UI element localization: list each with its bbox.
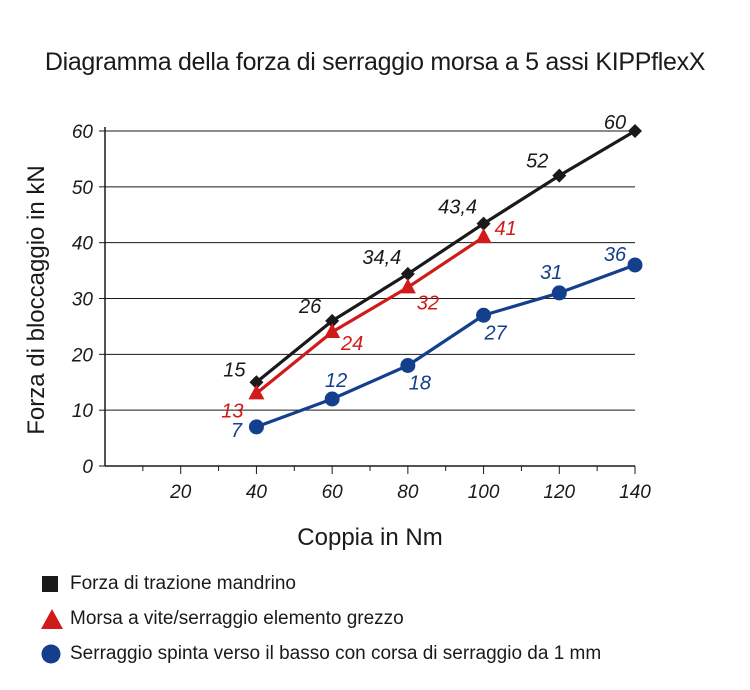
x-tick-label: 120 bbox=[543, 482, 575, 503]
data-point bbox=[475, 228, 492, 244]
y-tick-label: 40 bbox=[72, 234, 94, 255]
y-tick-label: 20 bbox=[71, 345, 94, 366]
data-point bbox=[248, 419, 264, 435]
series-line bbox=[255, 129, 636, 384]
data-label: 43,4 bbox=[438, 197, 477, 219]
data-point bbox=[627, 257, 643, 273]
data-label: 12 bbox=[325, 370, 347, 392]
y-axis-title: Forza di bloccaggio in kN bbox=[23, 165, 50, 434]
data-point bbox=[399, 278, 416, 294]
data-label: 27 bbox=[483, 322, 507, 344]
data-label: 32 bbox=[417, 292, 439, 314]
y-tick-label: 50 bbox=[72, 178, 94, 199]
data-label: 13 bbox=[221, 400, 243, 422]
data-label: 36 bbox=[604, 244, 627, 266]
y-tick-label: 0 bbox=[82, 457, 93, 478]
data-point bbox=[400, 358, 416, 373]
x-tick-label: 100 bbox=[468, 482, 500, 503]
data-point bbox=[324, 391, 340, 407]
data-label: 18 bbox=[409, 373, 431, 395]
x-tick-label: 20 bbox=[169, 482, 192, 503]
chart-legend: Forza di trazione mandrino Morsa a vite/s… bbox=[40, 566, 740, 671]
data-point bbox=[628, 124, 642, 138]
data-label: 41 bbox=[494, 218, 516, 240]
series-line bbox=[255, 235, 485, 395]
circle-icon bbox=[40, 642, 70, 666]
triangle-icon bbox=[40, 607, 70, 631]
data-label: 26 bbox=[298, 296, 322, 318]
chart-plot: 0 10 20 30 40 50 60 20 40 60 80 100 120 140 15 26 34,4 4… bbox=[23, 112, 651, 551]
data-point bbox=[249, 375, 264, 390]
y-tick-label: 10 bbox=[72, 401, 94, 422]
legend-label: Forza di trazione mandrino bbox=[70, 572, 296, 594]
data-point bbox=[476, 307, 492, 323]
data-point bbox=[551, 285, 567, 301]
chart-title: Diagramma della forza di serraggio morsa… bbox=[44, 48, 706, 76]
data-label: 60 bbox=[604, 112, 626, 134]
data-point bbox=[325, 313, 340, 328]
legend-item: Morsa a vite/serraggio elemento grezzo bbox=[40, 601, 740, 636]
data-point bbox=[400, 266, 415, 281]
data-point bbox=[248, 384, 265, 400]
data-point bbox=[324, 323, 341, 338]
square-icon bbox=[40, 572, 70, 596]
x-axis-title: Coppia in Nm bbox=[297, 524, 442, 551]
data-label: 15 bbox=[223, 359, 246, 381]
data-point bbox=[552, 168, 567, 183]
y-tick-label: 60 bbox=[72, 122, 94, 143]
legend-label: Morsa a vite/serraggio elemento grezzo bbox=[70, 607, 404, 629]
data-label: 31 bbox=[540, 262, 562, 284]
legend-label: Serraggio spinta verso il basso con cors… bbox=[70, 642, 602, 664]
y-tick-label: 30 bbox=[72, 290, 94, 311]
data-point bbox=[476, 216, 491, 231]
x-tick-label: 80 bbox=[397, 482, 419, 503]
x-tick-label: 140 bbox=[619, 482, 651, 503]
data-label: 34,4 bbox=[362, 247, 401, 269]
data-label: 24 bbox=[340, 333, 363, 355]
x-tick-label: 40 bbox=[246, 482, 268, 503]
legend-item: Serraggio spinta verso il basso con cors… bbox=[40, 636, 740, 671]
data-label: 52 bbox=[526, 151, 548, 173]
legend-item: Forza di trazione mandrino bbox=[40, 566, 740, 601]
x-tick-label: 60 bbox=[322, 482, 344, 503]
series-line bbox=[255, 263, 636, 429]
data-label: 7 bbox=[231, 420, 243, 442]
